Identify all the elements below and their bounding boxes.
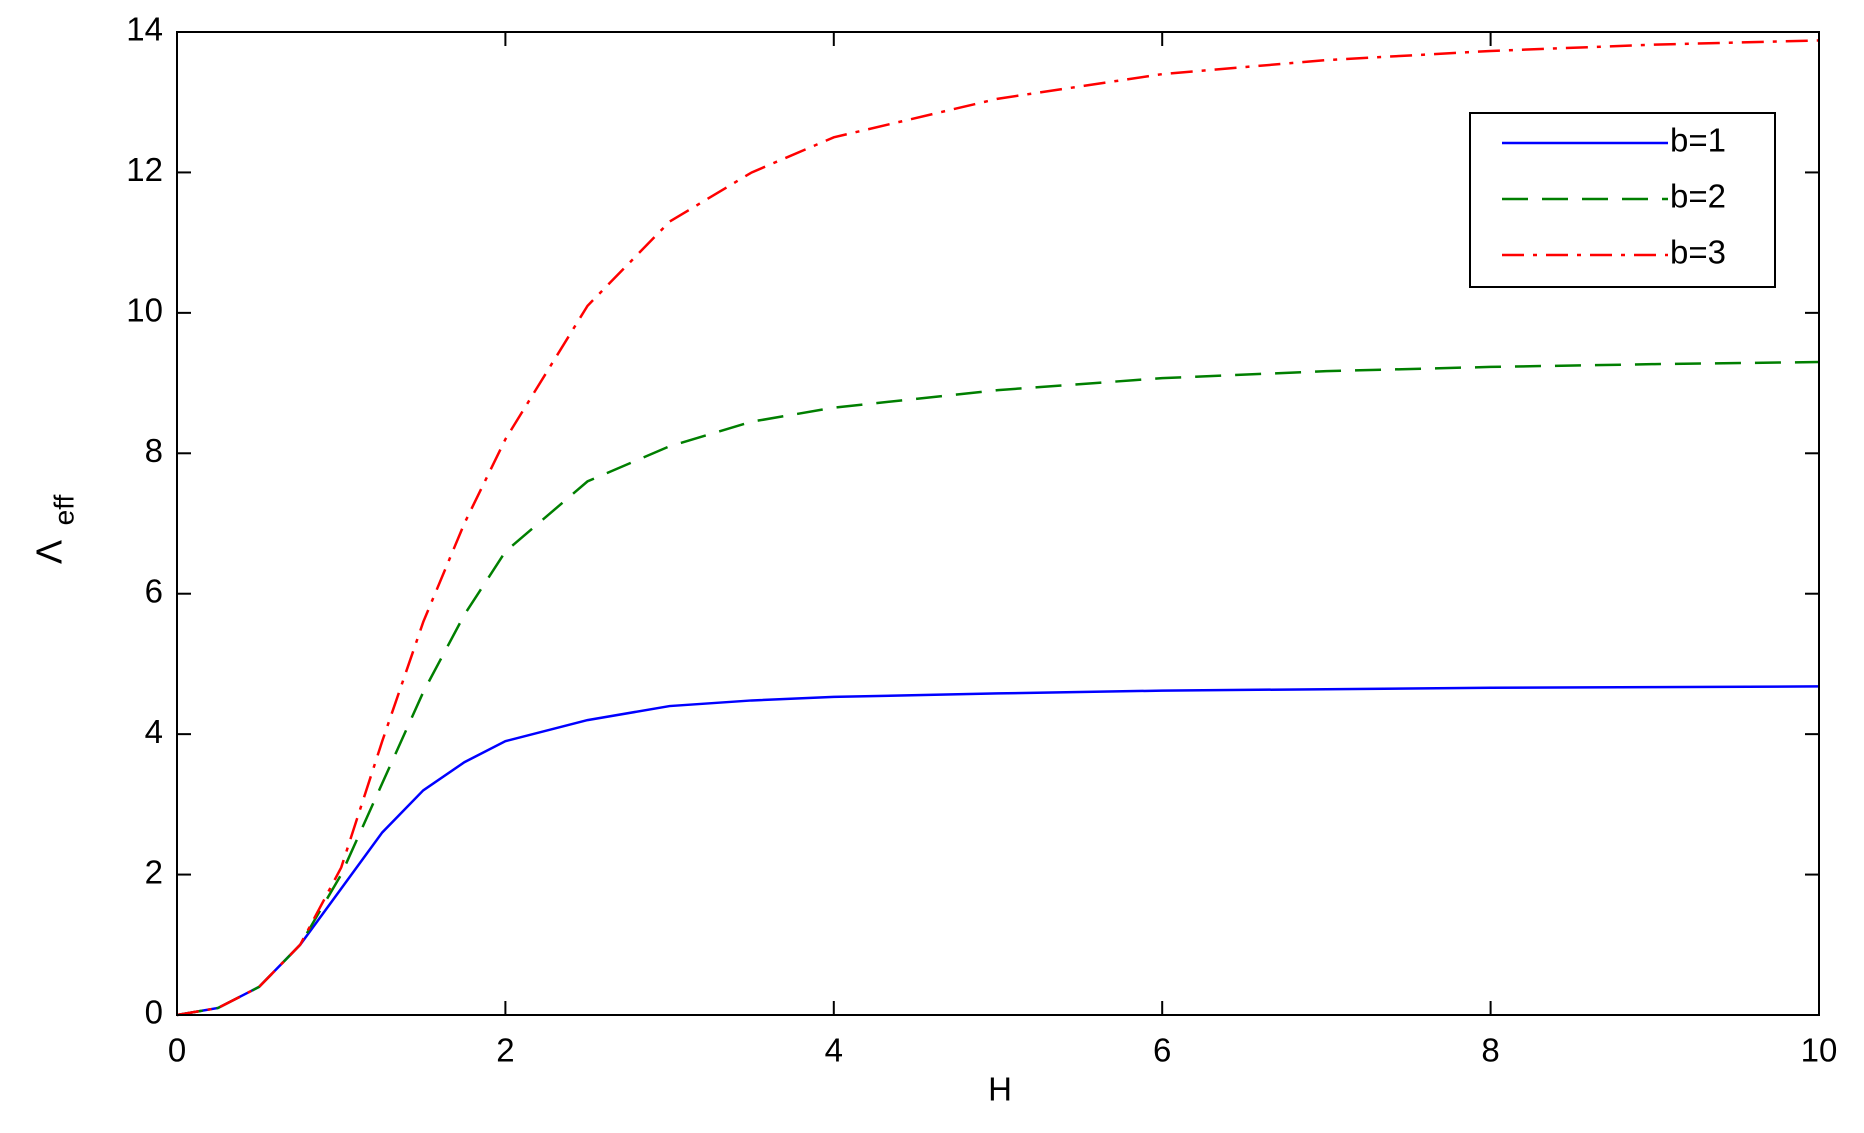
legend: b=1 b=2 b=3: [1469, 112, 1776, 288]
y-tick-label: 2: [145, 853, 163, 890]
y-tick-label: 0: [145, 994, 163, 1031]
y-tick-label: 8: [145, 432, 163, 469]
y-tick-label: 6: [145, 572, 163, 609]
x-tick-label: 8: [1481, 1032, 1499, 1069]
y-axis-subscript: eff: [48, 494, 79, 525]
x-tick-label: 0: [168, 1032, 186, 1069]
x-tick-label: 6: [1153, 1032, 1171, 1069]
y-tick-label: 12: [126, 151, 163, 188]
line-series: [176, 39, 1820, 1017]
x-tick-label: 10: [1801, 1032, 1838, 1069]
x-tick-label: 4: [825, 1032, 843, 1069]
y-axis-label: Λ eff: [29, 494, 80, 564]
x-tick-label: 2: [496, 1032, 514, 1069]
line-series: [176, 360, 1820, 1017]
y-tick-label: 10: [126, 292, 163, 329]
legend-label: b=3: [1670, 234, 1726, 271]
y-axis-symbol: Λ: [29, 540, 70, 564]
y-tick-label: 14: [126, 11, 163, 48]
x-axis-label: H: [988, 1071, 1012, 1108]
legend-label: b=1: [1670, 122, 1726, 159]
y-tick-label: 4: [145, 713, 163, 750]
plot-frame: [176, 31, 1820, 1016]
legend-label: b=2: [1670, 178, 1726, 215]
